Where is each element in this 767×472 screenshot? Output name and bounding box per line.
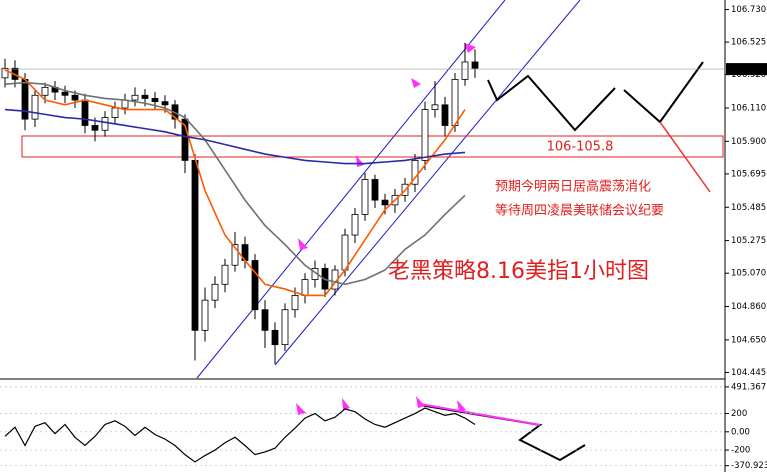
candle-body <box>471 61 479 69</box>
moving-average <box>4 69 466 297</box>
candle-body <box>231 244 239 266</box>
candle-body <box>411 160 419 185</box>
candle-body <box>201 299 209 331</box>
candle-body <box>191 160 199 331</box>
candle-body <box>271 329 279 346</box>
candle-body <box>101 117 109 131</box>
annotation: 预期今明两日居高震荡消化 <box>495 179 651 195</box>
y-tick-label: 105.485 <box>731 203 766 213</box>
candle-body <box>281 309 289 346</box>
y-tick-label: 104.860 <box>731 302 766 312</box>
last-price-label: 106.355 <box>729 65 764 75</box>
candle-body <box>161 101 169 106</box>
projection-arrow <box>659 121 711 193</box>
plot-layer <box>0 42 725 467</box>
y-tick-label: 106.110 <box>731 104 766 114</box>
y-tick-label: -370.923 <box>731 461 767 471</box>
moving-average <box>4 108 466 165</box>
candle-body <box>111 107 119 118</box>
candle-body <box>61 91 69 96</box>
y-tick-label: 200 <box>731 409 747 419</box>
y-tick-label: 105.070 <box>731 269 766 279</box>
candle-body <box>151 98 159 103</box>
y-tick-label: 105.275 <box>731 236 766 246</box>
candle-body <box>31 94 39 120</box>
projection-arrow <box>487 74 616 132</box>
y-tick-label: 105.695 <box>731 169 766 179</box>
candle-body <box>131 94 139 101</box>
candle-body <box>441 104 449 126</box>
candle-body <box>261 309 269 331</box>
channel-line <box>196 0 506 379</box>
candle-body <box>221 264 229 285</box>
candle-body <box>91 125 99 131</box>
candle-body <box>1 67 9 79</box>
y-tick-label: 106.320 <box>731 70 766 80</box>
y-tick-label: 106.525 <box>731 38 766 48</box>
candle-body <box>301 279 309 296</box>
y-tick-label: 104.445 <box>731 368 766 378</box>
candle-body <box>81 99 89 126</box>
candle-body <box>361 179 369 215</box>
candle-body <box>451 79 459 126</box>
channel-line <box>274 0 581 366</box>
candle-body <box>341 234 349 271</box>
candle-body <box>41 86 49 96</box>
candle-body <box>371 179 379 201</box>
y-tick-label: -200 <box>731 446 750 456</box>
chart-title: 老黑策略8.16美指1小时图 <box>388 259 649 284</box>
candle-body <box>251 260 259 311</box>
zone-box <box>21 135 724 158</box>
candle-body <box>121 99 129 109</box>
y-tick-label: 105.900 <box>731 137 766 147</box>
candle-body <box>141 94 149 99</box>
candle-body <box>351 214 359 236</box>
candle-body <box>211 283 219 301</box>
candle-body <box>421 109 429 161</box>
y-tick-label: 104.650 <box>731 335 766 345</box>
candle-body <box>71 94 79 101</box>
marker-arrows <box>296 43 476 415</box>
candle-body <box>291 295 299 311</box>
candle-body <box>431 104 439 110</box>
candle-body <box>181 118 189 161</box>
divergence-line <box>419 403 541 426</box>
zone-label: 106-105.8 <box>547 140 614 155</box>
candle-body <box>461 61 469 80</box>
oscillator-line <box>4 407 476 463</box>
candle-body <box>21 79 29 120</box>
candle-body <box>381 199 389 206</box>
annotation: 等待周四凌晨美联储会议纪要 <box>495 203 664 219</box>
y-tick-label: 0.00 <box>731 427 750 437</box>
last-price-box <box>726 63 767 76</box>
y-tick-label: 106.730 <box>731 5 766 15</box>
moving-average <box>4 81 466 286</box>
y-tick-label: 491.3671 <box>731 382 767 392</box>
